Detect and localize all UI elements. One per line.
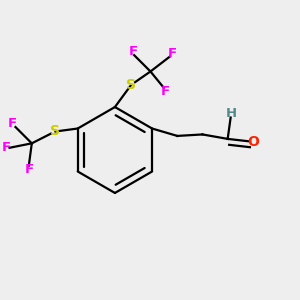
Text: F: F — [168, 47, 177, 60]
Text: F: F — [161, 85, 170, 98]
Text: S: S — [50, 124, 61, 139]
Text: F: F — [8, 117, 17, 130]
Text: F: F — [2, 141, 10, 154]
Text: O: O — [248, 135, 260, 149]
Text: H: H — [226, 107, 237, 120]
Text: S: S — [126, 78, 136, 92]
Text: F: F — [24, 163, 33, 176]
Text: F: F — [129, 45, 138, 58]
